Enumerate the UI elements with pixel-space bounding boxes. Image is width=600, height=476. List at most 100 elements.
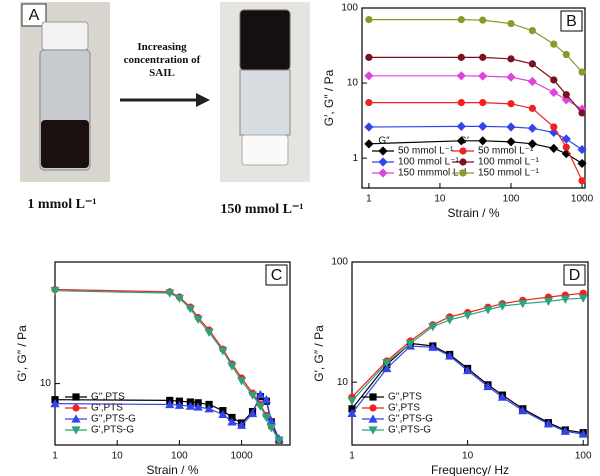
marker <box>478 121 488 131</box>
x-tick-label: 1000 <box>571 194 594 205</box>
legend-label: G',PTS-G <box>388 425 431 436</box>
marker <box>527 76 537 87</box>
marker <box>497 392 508 401</box>
marker <box>365 16 373 24</box>
chart: 1 10 100 1000 10 Strain / % G′, G″ / Pa C G'',PT… <box>15 261 291 476</box>
marker <box>457 53 465 61</box>
legend-label: G',PTS <box>91 403 123 414</box>
marker <box>255 389 265 399</box>
marker <box>478 136 488 146</box>
marker <box>364 139 374 149</box>
legend-marker <box>368 414 378 423</box>
legend-label: 100 mmol L⁻¹ <box>478 157 540 168</box>
marker <box>428 323 438 332</box>
marker <box>550 123 558 131</box>
x-tick-label: 1 <box>349 451 355 462</box>
vial <box>239 69 291 136</box>
arrow-head <box>196 93 210 107</box>
plot-frame <box>54 261 291 446</box>
marker <box>247 408 258 418</box>
marker <box>382 359 392 368</box>
legend-label: 150 mmol L⁻¹ <box>478 168 540 179</box>
marker <box>266 424 276 433</box>
marker <box>193 315 203 324</box>
plot-frame <box>361 7 586 189</box>
series-line <box>351 297 584 402</box>
marker <box>382 363 392 373</box>
marker <box>560 426 570 435</box>
marker <box>483 381 493 391</box>
marker <box>518 405 528 415</box>
marker <box>528 26 536 35</box>
marker <box>549 143 559 153</box>
marker <box>577 158 587 169</box>
marker <box>561 134 571 144</box>
y-tick-label: 1 <box>352 153 358 164</box>
legend-label: G'',PTS-G <box>91 414 136 425</box>
marker <box>550 40 558 48</box>
legend-label: G'',PTS <box>388 392 422 403</box>
x-tick-label: 10 <box>462 451 474 462</box>
marker <box>445 351 455 360</box>
marker <box>185 401 195 410</box>
marker <box>364 122 374 132</box>
marker <box>236 420 247 429</box>
marker <box>518 300 528 309</box>
legend-marker <box>72 404 80 412</box>
marker <box>479 16 487 24</box>
marker <box>193 402 203 411</box>
marker <box>562 50 570 59</box>
marker <box>247 391 258 400</box>
marker <box>165 289 175 298</box>
marker <box>185 305 195 314</box>
marker <box>227 417 237 426</box>
marker <box>507 100 515 108</box>
label-box <box>21 3 47 27</box>
caption: 1 mmol L⁻¹ <box>27 197 96 212</box>
panel-label: B <box>566 13 577 30</box>
marker <box>463 311 473 320</box>
marker <box>506 137 516 147</box>
x-tick-label: 1000 <box>230 451 253 462</box>
marker <box>456 71 466 81</box>
legend-marker <box>378 157 388 167</box>
x-tick-label: 10 <box>112 451 124 462</box>
marker <box>578 177 586 185</box>
x-tick-label: 1 <box>52 451 58 462</box>
marker <box>261 413 271 423</box>
marker <box>507 55 515 63</box>
legend-marker <box>378 168 388 178</box>
marker <box>456 136 466 146</box>
marker <box>560 295 570 304</box>
marker <box>165 399 175 409</box>
arrow-text: Increasing concentration of SAIL <box>124 41 201 79</box>
label-box <box>563 264 586 286</box>
marker <box>364 71 374 81</box>
legend-label: G',PTS-G <box>91 425 134 436</box>
legend-marker <box>71 426 81 435</box>
marker <box>562 143 570 151</box>
marker <box>549 127 559 138</box>
x-tick-label: 100 <box>575 451 592 462</box>
marker <box>497 302 508 311</box>
marker <box>274 436 284 445</box>
label-box <box>265 264 288 286</box>
y-tick-label: 100 <box>341 3 358 14</box>
legend-marker <box>369 393 377 401</box>
x-tick-label: 100 <box>503 194 520 205</box>
legend-header: G″ <box>378 136 390 147</box>
label-box <box>560 10 583 32</box>
legend-marker <box>71 414 81 423</box>
x-axis-label: Strain / % <box>146 463 198 476</box>
marker <box>528 60 536 68</box>
vial-cap <box>241 134 289 166</box>
legend-label: 50 mmol L⁻¹ <box>478 146 534 157</box>
marker <box>227 362 237 371</box>
marker <box>405 339 415 349</box>
marker <box>578 429 588 438</box>
marker <box>578 109 586 117</box>
marker <box>457 16 465 24</box>
marker <box>527 139 537 149</box>
marker <box>528 104 536 112</box>
